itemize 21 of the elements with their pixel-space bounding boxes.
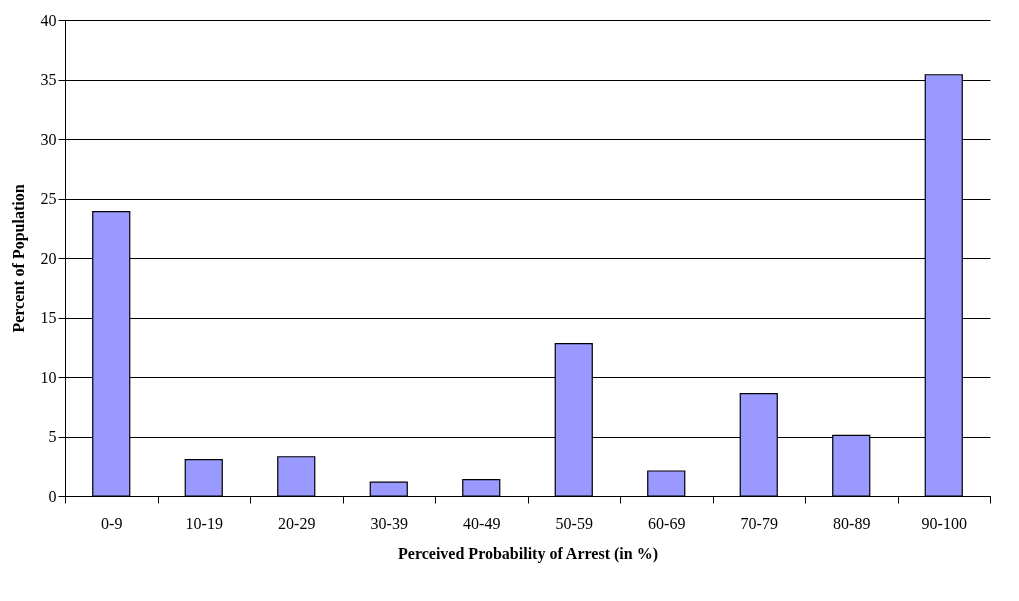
y-tick-label: 40 xyxy=(40,11,57,29)
y-tick-label: 20 xyxy=(40,249,57,267)
x-tick-label: 20-29 xyxy=(278,514,316,532)
y-tick-label: 15 xyxy=(40,309,57,326)
y-axis-title: Percent of Population xyxy=(9,184,28,333)
x-tick-label: 50-59 xyxy=(555,514,593,532)
x-tick-label: 30-39 xyxy=(370,514,408,532)
y-tick-label: 25 xyxy=(40,190,57,207)
y-tick-label: 35 xyxy=(40,71,57,88)
y-tick-label: 10 xyxy=(40,368,57,386)
x-tick-label: 70-79 xyxy=(740,514,778,532)
x-tick-label: 10-19 xyxy=(185,514,223,532)
x-tick-label: 40-49 xyxy=(463,514,501,532)
x-tick-label: 90-100 xyxy=(921,514,967,532)
x-tick-label: 80-89 xyxy=(833,514,871,532)
x-axis-title: Perceived Probability of Arrest (in %) xyxy=(398,544,658,563)
y-tick-label: 0 xyxy=(48,487,57,505)
x-tick-label: 0-9 xyxy=(101,514,123,532)
y-tick-label: 5 xyxy=(48,428,57,445)
x-tick-label: 60-69 xyxy=(648,514,686,532)
y-tick-label: 30 xyxy=(40,130,57,148)
